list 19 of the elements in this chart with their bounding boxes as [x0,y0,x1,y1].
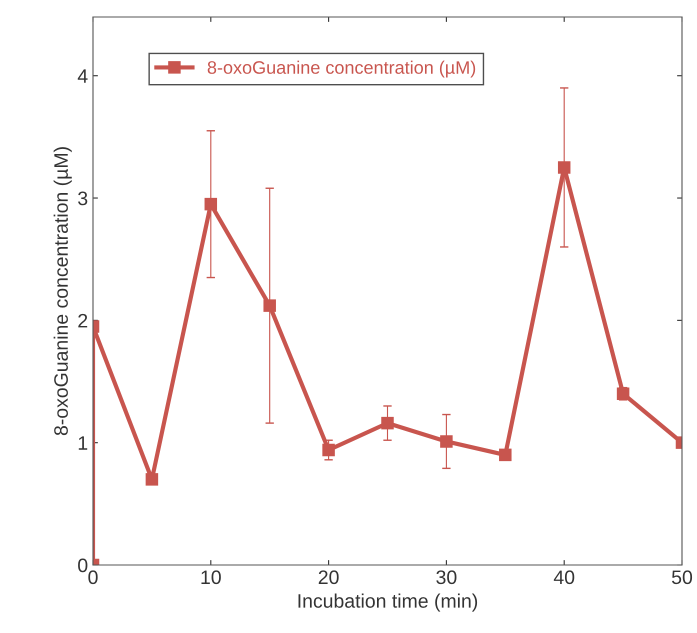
x-axis-title: Incubation time (min) [298,594,478,612]
y-tick-label: 4 [78,69,88,83]
point [146,473,158,486]
point [381,416,394,430]
y-tick-label: 1 [78,436,88,450]
y-axis-title: 8-oxoGuanine concentration (µM) [54,147,72,436]
x-tick-label: 10 [201,570,221,584]
y-tick-label: 0 [78,558,88,572]
legend-label: 8-oxoGuanine concentration (µM) [208,60,476,78]
point [322,444,335,456]
x-tick-label: 40 [554,570,574,584]
point [499,448,512,462]
x-tick-label: 50 [672,570,692,584]
x-tick-label: 0 [88,570,98,584]
y-tick-label: 3 [78,192,88,206]
point [440,435,453,448]
x-tick-label: 30 [436,570,456,584]
y-tick-label: 2 [78,314,88,328]
x-tick-label: 20 [318,570,339,584]
